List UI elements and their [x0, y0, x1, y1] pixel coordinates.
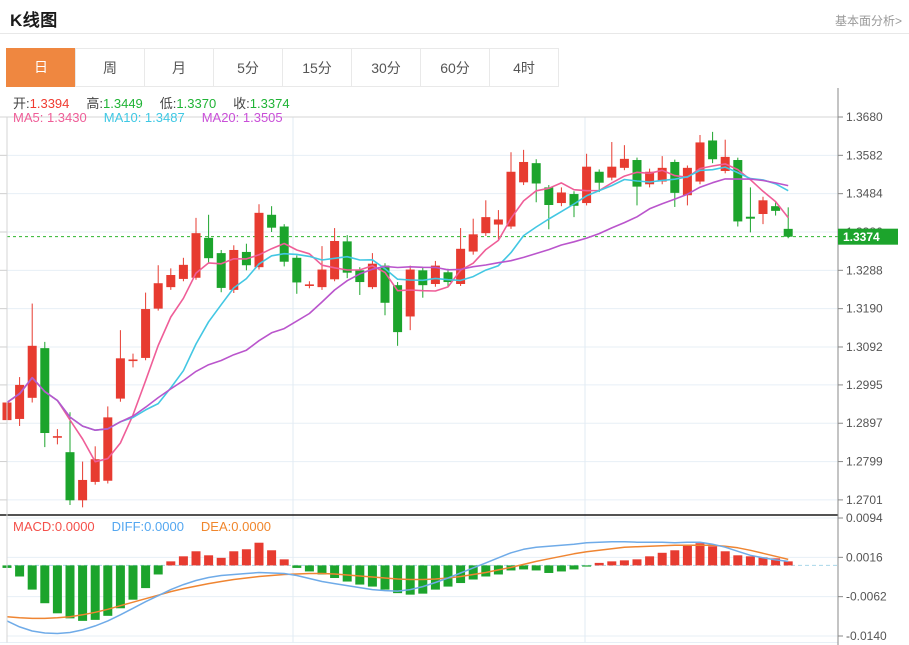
- svg-text:1.2897: 1.2897: [846, 416, 883, 430]
- diff-line: [6, 540, 789, 635]
- tab-月[interactable]: 月: [144, 48, 214, 87]
- svg-text:1.3680: 1.3680: [846, 110, 883, 124]
- tab-15分[interactable]: 15分: [282, 48, 352, 87]
- svg-text:1.3582: 1.3582: [846, 148, 883, 162]
- ma-row-item: MA10: 1.3487: [103, 110, 185, 125]
- ma-info-row: MA5: 1.3430 MA10: 1.3487 MA20: 1.3505: [13, 110, 300, 125]
- axis-labels: 1.36801.35821.34841.33861.32881.31901.30…: [838, 110, 887, 643]
- svg-text:1.2995: 1.2995: [846, 378, 883, 392]
- ma10-line: [6, 166, 789, 432]
- svg-text:1.3190: 1.3190: [846, 302, 883, 316]
- ohlc-row-item: 收:1.3374: [233, 96, 290, 111]
- ma5-line: [6, 163, 789, 463]
- current-price-badge: 1.3374: [838, 228, 898, 245]
- svg-text:0.0094: 0.0094: [846, 511, 883, 525]
- svg-text:-0.0140: -0.0140: [846, 629, 887, 643]
- tab-周[interactable]: 周: [75, 48, 145, 87]
- macd-row-item: DIFF:0.0000: [111, 519, 184, 534]
- ohlc-row-item: 高:1.3449: [86, 96, 143, 111]
- tab-5分[interactable]: 5分: [213, 48, 283, 87]
- kline-chart-area: 开:1.3394 高:1.3449 低:1.3370 收:1.3374 MA5: 1.…: [0, 88, 909, 645]
- svg-text:1.3288: 1.3288: [846, 263, 883, 277]
- kline-chart[interactable]: 1.36801.35821.34841.33861.32881.31901.30…: [0, 88, 909, 645]
- ma20-line: [6, 178, 789, 432]
- tab-60分[interactable]: 60分: [420, 48, 490, 87]
- page-title: K线图: [10, 11, 58, 30]
- macd-histogram: [2, 542, 793, 621]
- svg-text:-0.0062: -0.0062: [846, 590, 887, 604]
- ohlc-row-item: 低:1.3370: [159, 96, 217, 111]
- ma-row-item: MA20: 1.3505: [201, 110, 283, 125]
- dea-line: [6, 544, 789, 620]
- timeframe-tabs: 日周月 5分 15分 30分 60分 4时: [6, 48, 559, 87]
- macd-row-item: MACD:0.0000: [13, 519, 95, 534]
- tab-日[interactable]: 日: [6, 48, 76, 87]
- fundamental-analysis-link[interactable]: 基本面分析>: [834, 14, 902, 28]
- macd-info-row: MACD:0.0000 DIFF:0.0000 DEA:0.0000: [13, 519, 288, 534]
- tab-4时[interactable]: 4时: [489, 48, 559, 87]
- svg-text:1.2701: 1.2701: [846, 493, 883, 507]
- ma-row-item: MA5: 1.3430: [13, 110, 87, 125]
- ohlc-info-row: 开:1.3394 高:1.3449 低:1.3370 收:1.3374: [13, 93, 307, 112]
- page-header: K线图 基本面分析>: [0, 0, 909, 34]
- ohlc-row-item: 开:1.3394: [13, 96, 70, 111]
- svg-text:0.0016: 0.0016: [846, 550, 883, 564]
- candles-layer: [2, 131, 793, 508]
- svg-text:1.3484: 1.3484: [846, 187, 883, 201]
- macd-row-item: DEA:0.0000: [200, 519, 272, 534]
- tab-30分[interactable]: 30分: [351, 48, 421, 87]
- svg-text:1.2799: 1.2799: [846, 455, 883, 469]
- svg-text:1.3092: 1.3092: [846, 340, 883, 354]
- svg-text:1.3374: 1.3374: [843, 230, 880, 244]
